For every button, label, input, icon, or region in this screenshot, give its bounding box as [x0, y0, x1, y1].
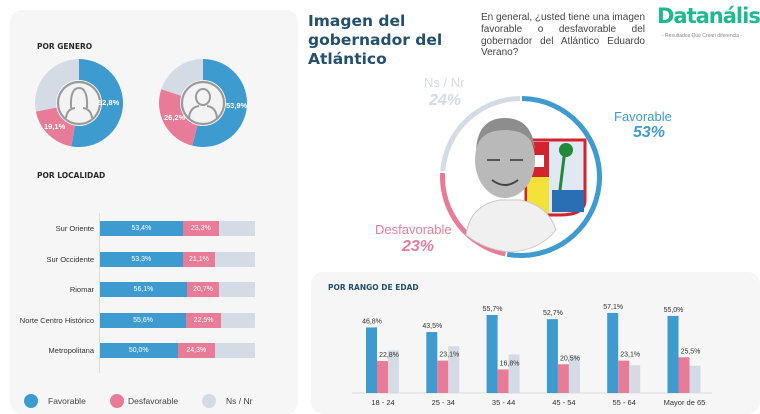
female-favorable-slice	[71, 59, 123, 147]
localidad-favorable-bar: 53,4%	[100, 221, 183, 236]
male-favorable-label: 53,9%	[226, 101, 248, 110]
coat-of-arms-emblem	[524, 138, 587, 217]
localidad-favorable-bar: 50,0%	[100, 343, 178, 358]
legend-nsnr: Ns / Nr	[202, 394, 252, 408]
page-title: Imagen del gobernador del Atlántico	[308, 12, 443, 68]
localidad-section-title: POR LOCALIDAD	[37, 171, 106, 180]
female-desfavorable-slice	[35, 107, 75, 147]
age-desfavorable-value: 20,5%	[560, 355, 580, 362]
localidad-favorable-bar: 53,3%	[100, 251, 183, 267]
age-desfavorable-value: 23,1%	[439, 352, 459, 359]
main-donut	[440, 96, 602, 258]
age-favorable-bar	[366, 327, 377, 393]
gender-donuts	[34, 59, 248, 147]
gender-section-title: POR GENERO	[37, 42, 93, 51]
age-category-label: 55 - 64	[613, 398, 636, 407]
localidad-nsnr-bar	[219, 282, 255, 297]
nsnr-arc	[440, 96, 521, 172]
localidad-row-label: Sur Oriente	[55, 224, 94, 233]
age-desfavorable-value: 23,1%	[620, 352, 640, 359]
localidad-row-label: Riomar	[69, 285, 94, 294]
age-desfavorable-bar	[678, 357, 690, 393]
age-desfavorable-value: 16,8%	[500, 360, 520, 367]
age-desfavorable-bar	[557, 364, 569, 393]
age-desfavorable-value: 22,8%	[379, 352, 399, 359]
age-favorable-value: 43,5%	[422, 323, 442, 330]
age-favorable-value: 55,7%	[483, 306, 503, 313]
age-nsnr-bar	[508, 354, 520, 393]
legend-nsnr-swatch	[202, 394, 216, 408]
female-nsnr-slice	[34, 59, 79, 112]
legend-desfavorable-label: Desfavorable	[128, 396, 179, 406]
age-favorable-value: 55,0%	[664, 307, 684, 314]
age-desfavorable-value: 25,5%	[681, 348, 701, 355]
localidad-favorable-bar: 55,6%	[100, 312, 187, 328]
localidad-axis	[99, 213, 100, 373]
nsnr-label: Ns / Nr	[424, 75, 465, 90]
age-nsnr-bar	[388, 350, 399, 393]
age-favorable-bar	[546, 319, 558, 393]
localidad-desfavorable-bar: 20,7%	[186, 282, 220, 297]
desfavorable-pct: 23%	[402, 238, 435, 255]
legend-favorable: Favorable	[24, 394, 86, 408]
age-nsnr-bar	[629, 365, 641, 393]
age-category-label: 18 - 24	[371, 398, 394, 407]
localidad-desfavorable-bar: 24,3%	[177, 343, 216, 358]
age-category-label: 25 - 34	[432, 398, 455, 407]
desfavorable-label: Desfavorable	[375, 222, 452, 237]
male-desfavorable-slice	[159, 89, 198, 146]
age-category-label: 35 - 44	[492, 398, 515, 407]
survey-question: En general, ¿usted tiene una imagen favo…	[481, 12, 645, 59]
female-desfavorable-label: 19,1%	[44, 122, 66, 131]
female-person-icon	[56, 80, 102, 126]
localidad-favorable-bar: 56,1%	[100, 282, 187, 297]
male-desfavorable-label: 26,2%	[164, 113, 186, 122]
age-favorable-bar	[607, 313, 619, 393]
legend-favorable-label: Favorable	[48, 396, 86, 406]
age-category-label: Mayor de 65	[664, 398, 706, 407]
legend-desfavorable: Desfavorable	[110, 394, 178, 408]
age-favorable-value: 46,8%	[362, 318, 382, 325]
localidad-row-label: Norte Centro Histórico	[19, 315, 94, 325]
age-nsnr-bar	[568, 355, 580, 393]
age-desfavorable-bar	[437, 360, 449, 393]
age-desfavorable-bar	[618, 360, 630, 393]
age-favorable-value: 52,7%	[543, 310, 563, 317]
legend-desfavorable-swatch	[110, 394, 124, 408]
age-favorable-bar	[426, 332, 438, 393]
localidad-row-label: Sur Occidente	[46, 254, 94, 264]
age-section-title: POR RANGO DE EDAD	[328, 283, 419, 292]
female-favorable-label: 52,8%	[98, 98, 120, 107]
age-category-label: 45 - 54	[552, 398, 575, 407]
male-person-icon	[180, 80, 226, 126]
age-desfavorable-bar	[497, 369, 509, 393]
brand-logo: Datanálisis	[657, 4, 760, 28]
male-favorable-slice	[192, 59, 248, 147]
localidad-nsnr-bar	[221, 312, 255, 328]
favorable-pct: 53%	[633, 124, 666, 141]
age-nsnr-bar	[689, 365, 701, 393]
localidad-nsnr-bar	[215, 251, 255, 267]
brand-tagline: - Resultados Que Crean diferencia -	[662, 33, 743, 39]
male-nsnr-slice	[161, 59, 203, 96]
age-desfavorable-bar	[377, 361, 388, 393]
age-favorable-value: 57,1%	[603, 304, 623, 311]
favorable-label: Favorable	[614, 109, 672, 124]
localidad-row-label: Metropolitana	[48, 346, 94, 355]
age-nsnr-bar	[448, 346, 460, 393]
localidad-nsnr-bar	[215, 343, 255, 358]
localidad-desfavorable-bar: 22,5%	[186, 312, 222, 328]
localidad-desfavorable-bar: 21,1%	[182, 251, 216, 267]
legend-nsnr-label: Ns / Nr	[226, 396, 253, 406]
legend-favorable-swatch	[24, 394, 38, 408]
age-favorable-bar	[667, 315, 679, 393]
localidad-nsnr-bar	[218, 221, 255, 236]
governor-photo	[465, 118, 557, 253]
nsnr-pct: 24%	[429, 92, 462, 109]
age-favorable-bar	[486, 314, 498, 393]
localidad-desfavorable-bar: 23,3%	[182, 221, 219, 236]
